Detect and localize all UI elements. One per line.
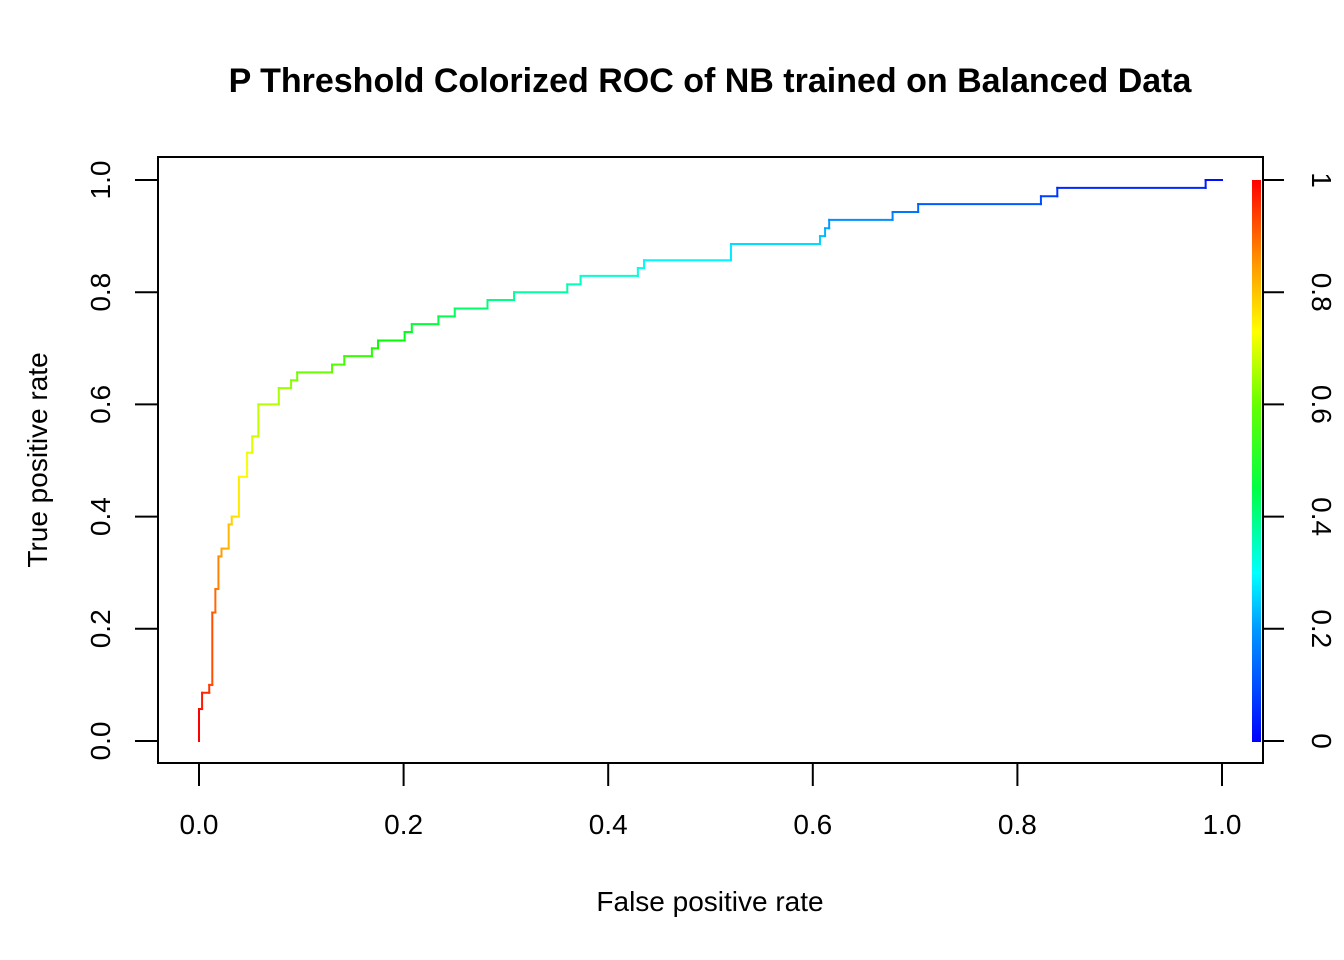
y-tick-label: 0.6 xyxy=(85,385,116,424)
y-tick-label: 0.2 xyxy=(85,609,116,648)
colorbar-tick-label: 0.2 xyxy=(1306,609,1337,648)
x-tick-label: 0.0 xyxy=(180,809,219,840)
colorbar-tick-label: 0.8 xyxy=(1306,273,1337,312)
x-axis-title: False positive rate xyxy=(596,886,823,917)
y-tick-label: 0.8 xyxy=(85,273,116,312)
y-axis-title: True positive rate xyxy=(22,352,53,567)
colorbar-tick-label: 0.4 xyxy=(1306,497,1337,536)
x-tick-label: 1.0 xyxy=(1203,809,1242,840)
colorbar-tick-label: 0.6 xyxy=(1306,385,1337,424)
roc-curve xyxy=(198,179,1223,742)
x-tick-label: 0.4 xyxy=(589,809,628,840)
colorbar-axis: 0 0.2 0.4 0.6 0.8 1 xyxy=(1262,172,1337,749)
x-axis: 0.0 0.2 0.4 0.6 0.8 1.0 xyxy=(180,762,1242,840)
plot-frame xyxy=(157,156,1264,764)
y-tick-label: 1.0 xyxy=(85,161,116,200)
y-tick-label: 0.0 xyxy=(85,722,116,761)
y-tick-label: 0.4 xyxy=(85,497,116,536)
colorbar-tick-label: 1 xyxy=(1306,172,1337,188)
colorbar-tick-label: 0 xyxy=(1306,733,1337,749)
x-tick-label: 0.2 xyxy=(384,809,423,840)
x-tick-label: 0.8 xyxy=(998,809,1037,840)
colorbar xyxy=(1252,180,1261,742)
y-axis: 0.0 0.2 0.4 0.6 0.8 1.0 xyxy=(85,161,159,761)
chart-title: P Threshold Colorized ROC of NB trained … xyxy=(229,62,1193,100)
x-tick-label: 0.6 xyxy=(793,809,832,840)
